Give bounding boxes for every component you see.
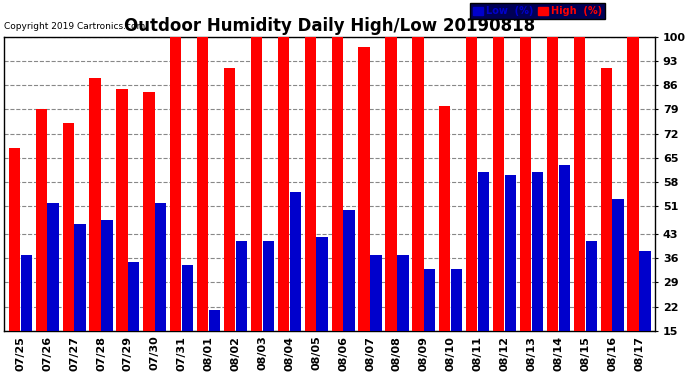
Legend: Low  (%), High  (%): Low (%), High (%)	[471, 3, 604, 20]
Bar	[505, 175, 516, 331]
Bar	[101, 220, 112, 331]
Bar	[209, 310, 220, 331]
Bar	[128, 262, 139, 331]
Bar	[386, 37, 397, 331]
Bar	[155, 203, 166, 331]
Bar	[412, 37, 424, 331]
Bar	[478, 172, 489, 331]
Bar	[586, 241, 597, 331]
Bar	[75, 224, 86, 331]
Bar	[263, 241, 274, 331]
Bar	[332, 37, 343, 331]
Bar	[224, 68, 235, 331]
Bar	[573, 37, 585, 331]
Bar	[613, 200, 624, 331]
Bar	[397, 255, 408, 331]
Bar	[251, 37, 262, 331]
Bar	[317, 237, 328, 331]
Bar	[90, 78, 101, 331]
Bar	[36, 110, 47, 331]
Bar	[640, 251, 651, 331]
Bar	[532, 172, 543, 331]
Bar	[117, 89, 128, 331]
Bar	[9, 147, 20, 331]
Bar	[371, 255, 382, 331]
Bar	[290, 192, 301, 331]
Bar	[344, 210, 355, 331]
Bar	[305, 37, 316, 331]
Bar	[170, 37, 181, 331]
Bar	[63, 123, 74, 331]
Bar	[359, 47, 370, 331]
Bar	[278, 37, 289, 331]
Bar	[236, 241, 247, 331]
Bar	[424, 268, 435, 331]
Bar	[197, 37, 208, 331]
Bar	[559, 165, 570, 331]
Bar	[493, 37, 504, 331]
Bar	[21, 255, 32, 331]
Bar	[520, 37, 531, 331]
Bar	[48, 203, 59, 331]
Bar	[466, 37, 477, 331]
Bar	[182, 265, 193, 331]
Bar	[600, 68, 612, 331]
Title: Outdoor Humidity Daily High/Low 20190818: Outdoor Humidity Daily High/Low 20190818	[124, 17, 535, 35]
Bar	[546, 37, 558, 331]
Text: Copyright 2019 Cartronics.com: Copyright 2019 Cartronics.com	[4, 22, 146, 31]
Bar	[144, 92, 155, 331]
Bar	[451, 268, 462, 331]
Bar	[627, 37, 639, 331]
Bar	[439, 106, 451, 331]
